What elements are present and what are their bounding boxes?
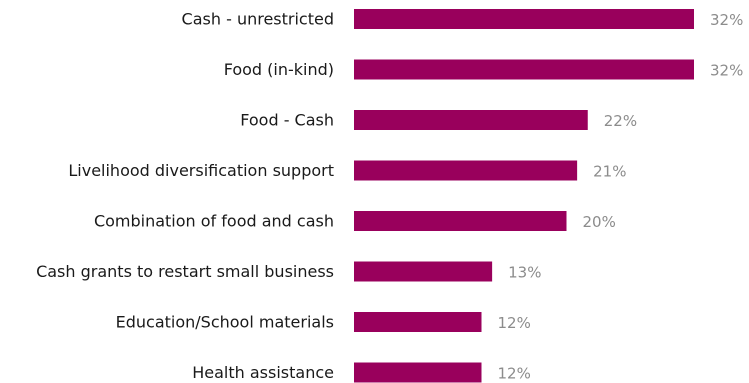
value-label: 21% <box>593 163 626 181</box>
bar <box>354 160 578 181</box>
bar <box>354 261 493 282</box>
bar <box>354 362 482 383</box>
category-label: Education/School materials <box>116 313 334 332</box>
bar <box>354 59 694 80</box>
category-label: Cash - unrestricted <box>182 10 334 29</box>
value-label: 32% <box>710 11 743 29</box>
category-label: Combination of food and cash <box>94 212 334 231</box>
bar <box>354 110 588 130</box>
bar <box>354 312 482 332</box>
bar <box>354 9 694 29</box>
category-label: Cash grants to restart small business <box>36 262 334 281</box>
value-label: 32% <box>710 62 743 80</box>
value-label: 13% <box>508 264 541 282</box>
bar <box>354 211 567 231</box>
category-label: Health assistance <box>192 363 334 382</box>
category-label: Food - Cash <box>240 111 334 130</box>
value-label: 12% <box>498 365 531 383</box>
value-label: 22% <box>604 112 637 130</box>
value-label: 20% <box>583 213 616 231</box>
category-label: Livelihood diversification support <box>68 161 334 180</box>
category-label: Food (in-kind) <box>224 60 334 79</box>
value-label: 12% <box>498 314 531 332</box>
